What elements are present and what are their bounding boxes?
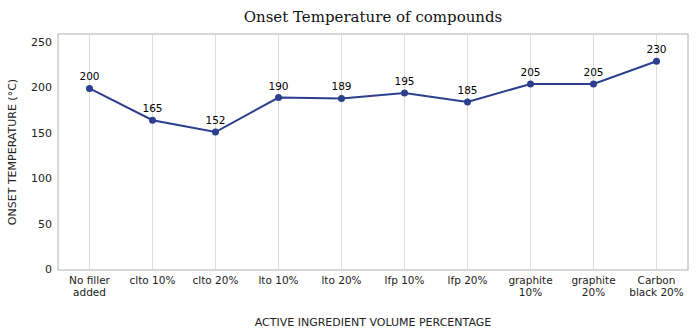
grid-line-x	[89, 34, 90, 270]
x-tick-label: lto 10%	[258, 274, 298, 286]
point	[86, 85, 93, 92]
point	[527, 80, 534, 87]
point	[212, 129, 219, 136]
point	[401, 90, 408, 97]
grid-line-x	[278, 34, 279, 270]
x-axis-label: ACTIVE INGREDIENT VOLUME PERCENTAGE	[255, 316, 491, 329]
y-tick-label: 250	[31, 36, 52, 49]
x-tick-label: clto 10%	[130, 274, 176, 286]
y-tick-label: 200	[31, 81, 52, 94]
series	[86, 58, 660, 136]
x-tick-label: graphite10%	[508, 274, 552, 298]
data-label: 152	[205, 114, 225, 126]
grid-line-x	[215, 34, 216, 270]
point	[275, 94, 282, 101]
x-tick-label: lfp 20%	[448, 274, 488, 286]
grid-line-x	[152, 34, 153, 270]
y-axis-label: ONSET TEMPERATURE (°C)	[6, 79, 19, 225]
point	[464, 99, 471, 106]
x-tick-label: lfp 10%	[385, 274, 425, 286]
x-tick-label: No filleradded	[69, 274, 111, 298]
grid-line-x	[467, 34, 468, 270]
y-tick-label: 150	[31, 127, 52, 140]
line	[90, 61, 657, 132]
data-label: 185	[457, 84, 477, 96]
plot-frame	[58, 34, 688, 270]
y-tick-label: 50	[38, 218, 52, 231]
grid-line-x	[341, 34, 342, 270]
point	[590, 80, 597, 87]
data-label: 195	[394, 75, 414, 87]
data-label: 165	[142, 102, 162, 114]
x-tick-label: graphite20%	[571, 274, 615, 298]
y-tick-label: 100	[31, 172, 52, 185]
y-tick-label: 0	[45, 263, 52, 276]
point	[653, 58, 660, 65]
chart: 0 50 100 150 200 250 No filleradded clto 10% clt…	[0, 0, 700, 336]
title: Onset Temperature of compounds	[244, 8, 503, 26]
x-tick-label: Carbonblack 20%	[629, 274, 684, 298]
data-label: 205	[583, 66, 603, 78]
point	[338, 95, 345, 102]
data-label: 189	[331, 80, 351, 92]
data-label: 190	[268, 80, 288, 92]
x-tick-label: clto 20%	[193, 274, 239, 286]
data-label: 200	[79, 70, 99, 82]
data-label: 230	[646, 43, 666, 55]
data-label: 205	[520, 66, 540, 78]
x-tick-label: lto 20%	[321, 274, 361, 286]
grid-line-x	[404, 34, 405, 270]
point	[149, 117, 156, 124]
grid-line-x	[656, 34, 657, 270]
